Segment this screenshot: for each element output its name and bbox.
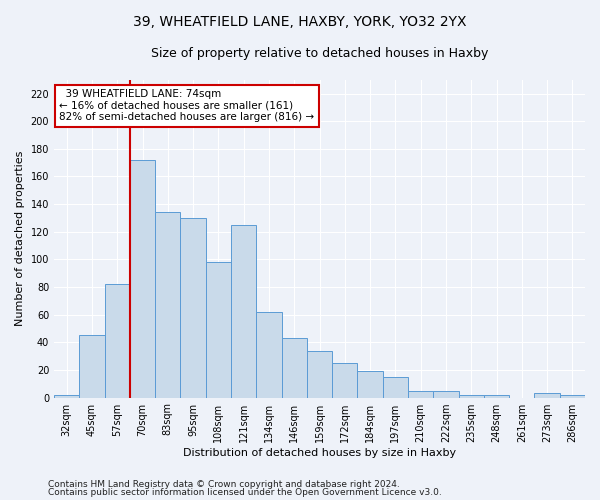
Bar <box>54 395 79 398</box>
Bar <box>231 225 256 398</box>
Title: Size of property relative to detached houses in Haxby: Size of property relative to detached ho… <box>151 48 488 60</box>
Bar <box>560 395 585 398</box>
Bar <box>155 212 181 398</box>
Y-axis label: Number of detached properties: Number of detached properties <box>15 151 25 326</box>
Bar <box>535 394 560 398</box>
Bar <box>408 390 433 398</box>
Bar <box>130 160 155 398</box>
Bar <box>484 395 509 398</box>
Text: 39 WHEATFIELD LANE: 74sqm
← 16% of detached houses are smaller (161)
82% of semi: 39 WHEATFIELD LANE: 74sqm ← 16% of detac… <box>59 90 314 122</box>
X-axis label: Distribution of detached houses by size in Haxby: Distribution of detached houses by size … <box>183 448 456 458</box>
Bar <box>307 350 332 398</box>
Bar <box>206 262 231 398</box>
Bar <box>383 377 408 398</box>
Text: 39, WHEATFIELD LANE, HAXBY, YORK, YO32 2YX: 39, WHEATFIELD LANE, HAXBY, YORK, YO32 2… <box>133 15 467 29</box>
Bar <box>281 338 307 398</box>
Bar <box>332 363 358 398</box>
Bar <box>256 312 281 398</box>
Bar <box>104 284 130 398</box>
Text: Contains public sector information licensed under the Open Government Licence v3: Contains public sector information licen… <box>48 488 442 497</box>
Bar <box>458 395 484 398</box>
Bar <box>79 336 104 398</box>
Text: Contains HM Land Registry data © Crown copyright and database right 2024.: Contains HM Land Registry data © Crown c… <box>48 480 400 489</box>
Bar <box>181 218 206 398</box>
Bar <box>433 390 458 398</box>
Bar <box>358 372 383 398</box>
